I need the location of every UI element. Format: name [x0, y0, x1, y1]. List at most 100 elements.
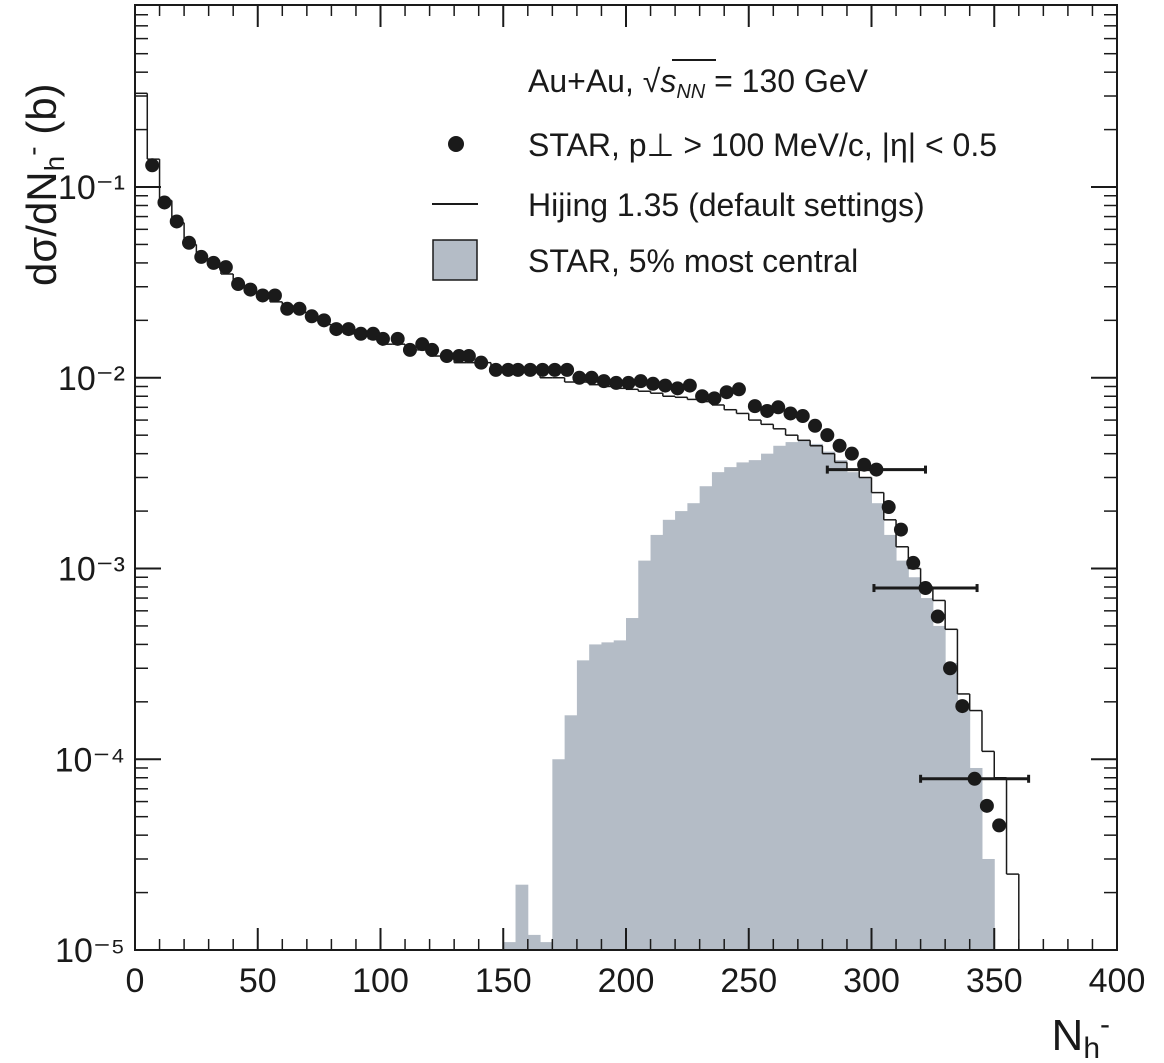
y-label-main: dσ/dN	[18, 171, 65, 286]
histogram-bar	[626, 618, 639, 950]
data-point	[783, 406, 798, 421]
legend-label: Hijing 1.35 (default settings)	[528, 187, 925, 223]
y-tick-label: 10⁻⁵	[55, 932, 125, 970]
annotation-var: s	[660, 63, 676, 99]
x-tick-label: 0	[126, 962, 145, 1000]
histogram-bar	[576, 660, 590, 950]
data-point	[292, 301, 307, 316]
x-label-main: N	[1052, 1011, 1084, 1060]
data-point	[547, 362, 562, 377]
data-point	[670, 381, 685, 396]
data-point	[609, 375, 624, 390]
histogram-bar	[920, 598, 934, 950]
x-label-sup: -	[1100, 1008, 1110, 1041]
histogram-bar	[540, 942, 553, 950]
data-point	[955, 699, 970, 714]
data-point	[820, 428, 835, 443]
y-axis-label: dσ/dNh- (b)	[17, 83, 70, 286]
histogram-bar	[932, 625, 946, 950]
data-point	[682, 378, 697, 393]
data-point	[918, 581, 933, 596]
annotation-suffix: = 130 GeV	[705, 63, 868, 99]
annotation: Au+Au, √sNN = 130 GeV	[528, 63, 869, 103]
histogram-bar	[724, 467, 737, 950]
data-point	[906, 555, 921, 570]
data-point	[488, 362, 503, 377]
histogram-bar	[675, 511, 688, 950]
data-point	[760, 403, 775, 418]
data-point	[206, 255, 221, 270]
histogram-bar	[908, 577, 922, 950]
x-tick-label: 150	[475, 962, 532, 1000]
data-point	[658, 378, 673, 393]
legend-marker	[448, 136, 464, 152]
data-point	[304, 309, 319, 324]
data-point	[243, 282, 258, 297]
data-point	[707, 391, 722, 406]
histogram-bar	[650, 534, 664, 950]
legend-swatch	[432, 239, 478, 281]
data-point	[145, 158, 160, 173]
annotation-sub: NN	[676, 81, 705, 103]
histogram-bar	[503, 942, 517, 950]
data-point	[474, 355, 489, 370]
data-point	[646, 376, 661, 391]
data-point	[633, 374, 648, 389]
x-label-sub: h	[1083, 1032, 1100, 1063]
data-point	[317, 313, 332, 328]
histogram-bar	[613, 640, 627, 950]
histogram-bar	[896, 560, 909, 950]
data-point	[869, 462, 884, 477]
data-point	[596, 374, 611, 389]
histogram-bar	[748, 460, 762, 950]
x-tick-label: 300	[843, 962, 900, 1000]
histogram-bar	[883, 534, 897, 950]
histogram-bar	[687, 503, 701, 950]
data-point	[218, 260, 233, 275]
data-point	[535, 362, 550, 377]
y-tick-label: 10⁻⁴	[55, 741, 125, 779]
annotation-prefix: Au+Au, √	[528, 63, 661, 99]
histogram-bar	[859, 477, 872, 950]
data-point	[439, 349, 454, 364]
legend-label: STAR, 5% most central	[528, 243, 858, 279]
data-point	[461, 349, 476, 364]
x-tick-label: 100	[352, 962, 409, 1000]
data-point	[329, 322, 344, 337]
data-point	[267, 288, 282, 303]
data-point	[375, 331, 390, 346]
y-label-sub: h	[39, 156, 70, 172]
data-point	[930, 609, 945, 624]
x-tick-label: 350	[966, 962, 1023, 1000]
data-point	[169, 214, 184, 229]
data-point	[341, 322, 356, 337]
data-point	[425, 342, 440, 357]
data-point	[402, 342, 417, 357]
histogram-bar	[773, 445, 787, 950]
data-point	[501, 362, 516, 377]
data-point	[182, 235, 197, 250]
histogram-bar	[871, 503, 885, 950]
histogram-bar	[822, 451, 836, 950]
data-point	[771, 400, 786, 415]
y-label-unit: (b)	[18, 83, 65, 146]
histogram-bar	[834, 460, 848, 950]
histogram-bar	[662, 519, 676, 950]
data-point	[231, 277, 246, 292]
legend-label: STAR, p⊥ > 100 MeV/c, |η| < 0.5	[528, 127, 997, 163]
histogram-bar	[589, 644, 602, 950]
x-tick-label: 200	[598, 962, 655, 1000]
data-point	[731, 382, 746, 397]
histogram-bar	[957, 706, 971, 950]
data-point	[621, 375, 636, 390]
data-point	[979, 798, 994, 813]
histogram-bar	[527, 934, 541, 950]
y-tick-label: 10⁻³	[58, 551, 125, 589]
data-point	[560, 362, 575, 377]
data-point	[353, 326, 368, 341]
histogram-bar	[810, 443, 823, 950]
data-point	[967, 771, 982, 786]
data-point	[390, 331, 405, 346]
data-point	[695, 389, 710, 404]
data-point	[747, 399, 762, 414]
